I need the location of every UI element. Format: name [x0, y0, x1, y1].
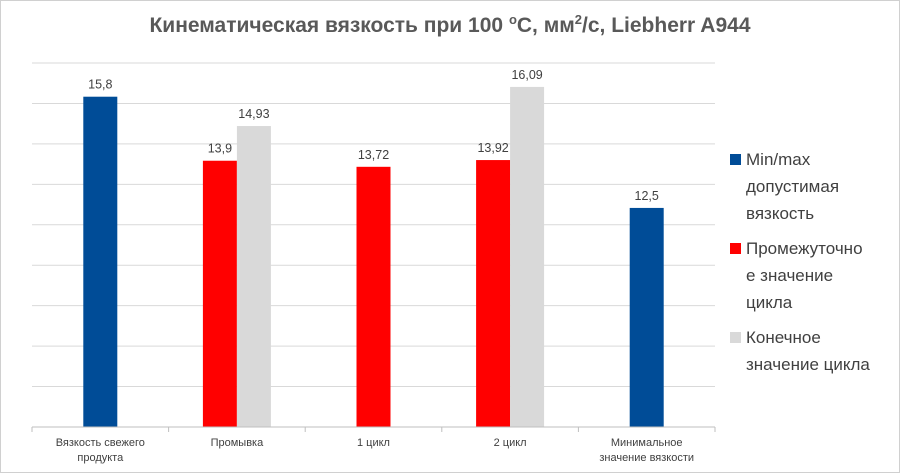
legend-swatch-red [730, 243, 741, 254]
bar [476, 160, 511, 428]
data-label: 16,09 [511, 68, 542, 82]
data-label: 13,9 [208, 142, 232, 156]
x-tick-label: значение вязкости [599, 452, 694, 464]
legend-item-minmax[interactable]: Min/max допустимая вязкость [726, 146, 896, 227]
bar [236, 126, 271, 427]
legend-item-intermediate[interactable]: Промежуточно е значение цикла [726, 235, 896, 316]
x-tick-label: Минимальное [611, 437, 683, 449]
data-label: 13,72 [358, 148, 389, 162]
bar [629, 207, 664, 427]
legend-label: Промежуточно е значение цикла [746, 239, 863, 312]
legend-swatch-blue [730, 154, 741, 165]
x-tick-label: 2 цикл [494, 437, 527, 449]
x-tick-label: 1 цикл [357, 437, 390, 449]
bar [510, 86, 545, 427]
bar [356, 166, 391, 427]
data-label: 15,8 [88, 78, 112, 92]
legend-swatch-gray [730, 332, 741, 343]
x-tick-label: продукта [77, 452, 124, 464]
legend-item-final[interactable]: Конечное значение цикла [726, 324, 896, 378]
x-tick-label: Промывка [211, 437, 265, 449]
bar [83, 96, 118, 427]
legend-label: Конечное значение цикла [746, 328, 870, 374]
legend-label: Min/max допустимая вязкость [746, 150, 840, 223]
bar [202, 160, 237, 428]
x-tick-label: Вязкость свежего [56, 437, 145, 449]
chart-title: Кинематическая вязкость при 100 oС, мм2/… [149, 12, 751, 37]
data-label: 14,93 [238, 107, 269, 121]
data-label: 12,5 [635, 189, 659, 203]
data-label: 13,92 [477, 141, 508, 155]
chart-legend: Min/max допустимая вязкость Промежуточно… [726, 146, 896, 386]
